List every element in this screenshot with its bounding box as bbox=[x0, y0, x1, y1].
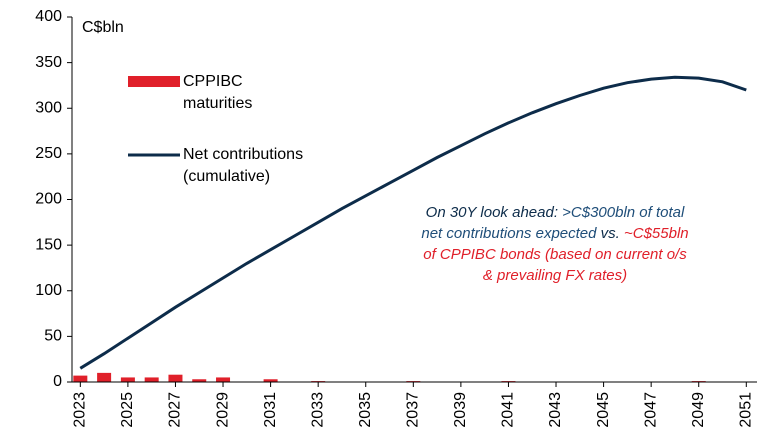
annotation-part: & prevailing FX rates) bbox=[483, 267, 627, 284]
annotation-part: >C$300bln of total bbox=[562, 204, 685, 221]
y-tick-label: 250 bbox=[35, 145, 62, 162]
annotation-part: of CPPIBC bonds (based on current o/s bbox=[423, 246, 687, 263]
x-tick-label: 2023 bbox=[72, 392, 89, 428]
annotation: of CPPIBC bonds (based on current o/s bbox=[423, 246, 687, 263]
legend-label: Net contributions (cumulative) bbox=[183, 146, 304, 185]
x-tick-label: 2045 bbox=[595, 392, 612, 428]
x-tick-label: 2035 bbox=[357, 392, 374, 428]
y-tick-label: 350 bbox=[35, 54, 62, 71]
annotation-part: ~C$55bln bbox=[624, 225, 689, 242]
x-tick-label: 2043 bbox=[547, 392, 564, 428]
bar bbox=[168, 374, 183, 382]
annotation-part: net contributions expected bbox=[421, 225, 600, 242]
annotation-part: On 30Y look ahead: bbox=[426, 204, 563, 221]
legend-swatch bbox=[128, 76, 180, 87]
x-tick-label: 2033 bbox=[309, 392, 326, 428]
bar bbox=[216, 377, 231, 382]
x-tick-label: 2039 bbox=[452, 392, 469, 428]
bar bbox=[144, 377, 159, 382]
x-tick-label: 2025 bbox=[119, 392, 136, 428]
x-tick-label: 2037 bbox=[405, 392, 422, 428]
bar bbox=[192, 379, 207, 382]
bar bbox=[97, 372, 112, 382]
annotation-part: vs. bbox=[601, 225, 624, 242]
x-tick-label: 2031 bbox=[262, 392, 279, 428]
y-tick-label: 150 bbox=[35, 236, 62, 253]
y-tick-label: 100 bbox=[35, 282, 62, 299]
y-tick-label: 50 bbox=[44, 328, 62, 345]
bar bbox=[263, 379, 278, 382]
legend-label: CPPIBC maturities bbox=[183, 73, 253, 112]
y-tick-label: 0 bbox=[53, 373, 62, 390]
x-tick-label: 2051 bbox=[738, 392, 755, 428]
bar bbox=[120, 377, 135, 382]
x-tick-label: 2047 bbox=[642, 392, 659, 428]
x-tick-label: 2027 bbox=[167, 392, 184, 428]
annotation: On 30Y look ahead: >C$300bln of total bbox=[426, 204, 685, 221]
unit-label: C$bln bbox=[82, 19, 124, 36]
x-tick-label: 2029 bbox=[214, 392, 231, 428]
bar bbox=[73, 375, 88, 382]
annotation: net contributions expected vs. ~C$55bln bbox=[421, 225, 688, 242]
y-tick-label: 400 bbox=[35, 8, 62, 25]
x-tick-label: 2041 bbox=[500, 392, 517, 428]
y-tick-label: 200 bbox=[35, 191, 62, 208]
x-tick-label: 2049 bbox=[690, 392, 707, 428]
y-tick-label: 300 bbox=[35, 99, 62, 116]
annotation: & prevailing FX rates) bbox=[483, 267, 627, 284]
line bbox=[79, 75, 747, 370]
